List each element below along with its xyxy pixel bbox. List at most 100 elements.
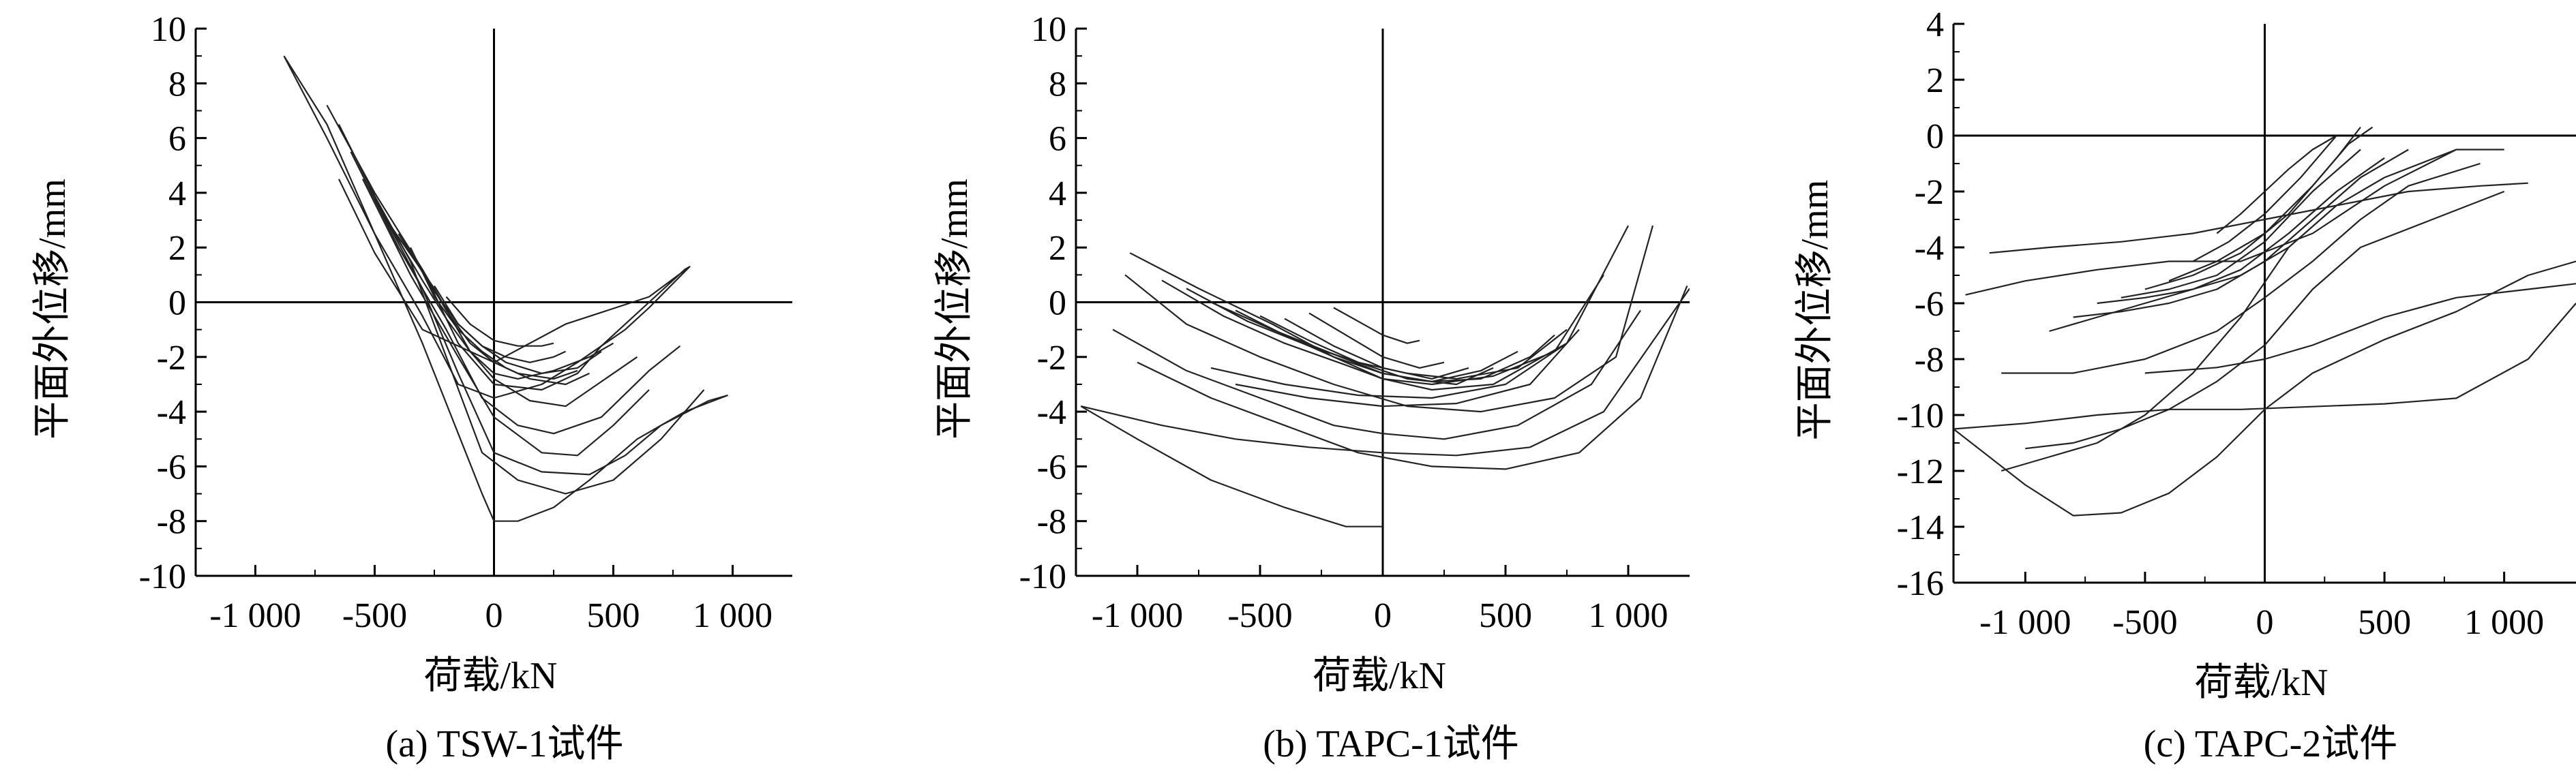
y-tick-label: -6 xyxy=(1037,448,1066,487)
series-line-1 xyxy=(1080,405,1383,527)
series-line-13 xyxy=(1308,312,1445,369)
y-tick-label: 0 xyxy=(1049,284,1066,323)
y-tick-label: -10 xyxy=(139,557,186,596)
y-tick-label: 10 xyxy=(1031,10,1066,49)
series-line-1 xyxy=(283,55,691,399)
chart-panel-2: -10 -8 -6 -4 -2 0 2 4 6 8 10 -1 000 -500 0 500 1 000 荷载/… xyxy=(933,10,1690,765)
series-line-3 xyxy=(1112,309,1641,440)
series-line-10 xyxy=(1235,309,1518,383)
x-tick-label: -1 000 xyxy=(209,596,301,635)
series-line-6 xyxy=(374,198,728,476)
series-group xyxy=(1080,225,1690,527)
figure-caption: (a) TSW-1试件 xyxy=(386,723,624,765)
series-line-8 xyxy=(2097,157,2385,305)
series-group xyxy=(1953,126,2576,517)
series-line-1 xyxy=(1953,260,2576,517)
y-tick-label: 4 xyxy=(1049,174,1066,213)
x-tick-label: 0 xyxy=(2256,603,2274,642)
series-line-7 xyxy=(2073,149,2409,318)
series-line-3 xyxy=(338,124,638,408)
x-tick-label: 1 000 xyxy=(2464,603,2544,642)
x-tick-label: 1 000 xyxy=(693,596,773,635)
series-line-8 xyxy=(283,55,728,522)
y-tick-label: -8 xyxy=(1915,341,1944,380)
x-tick-label: 1 000 xyxy=(1589,596,1668,635)
y-tick-label: -2 xyxy=(157,339,186,378)
y-axis-title: 平面外位移/mm xyxy=(1794,180,1836,441)
series-line-12 xyxy=(1284,318,1469,380)
y-tick-label: -6 xyxy=(157,448,186,487)
x-axis-title: 荷载/kN xyxy=(424,655,558,697)
y-tick-label: -2 xyxy=(1037,339,1066,378)
y-tick-label: -12 xyxy=(1897,452,1944,491)
series-line-4 xyxy=(2001,162,2481,374)
y-tick-label: 2 xyxy=(1926,61,1944,100)
y-tick-label: 2 xyxy=(1049,229,1066,268)
series-line-16 xyxy=(1989,182,2528,254)
series-line-13 xyxy=(2216,135,2337,234)
y-tick-label: 6 xyxy=(1049,120,1066,159)
series-line-3 xyxy=(1965,149,2504,296)
series-line-4 xyxy=(1124,225,1654,413)
y-tick-label: -8 xyxy=(157,503,186,542)
y-tick-label: -10 xyxy=(1019,557,1066,596)
series-line-12 xyxy=(2192,135,2337,262)
x-tick-label: 500 xyxy=(2358,603,2411,642)
series-line-6 xyxy=(1129,225,1629,391)
x-tick-label: -500 xyxy=(2112,603,2177,642)
series-line-9 xyxy=(2121,149,2361,298)
y-tick-label: -6 xyxy=(1915,285,1944,324)
series-line-5 xyxy=(362,179,650,457)
series-line-14 xyxy=(2001,247,2290,472)
y-tick-label: -4 xyxy=(1915,229,1944,268)
y-tick-label: -14 xyxy=(1897,508,1944,547)
y-tick-label: -4 xyxy=(1037,393,1066,432)
series-line-13 xyxy=(434,285,566,363)
series-line-15 xyxy=(2144,283,2576,374)
series-line-7 xyxy=(369,187,705,495)
y-tick-label: 0 xyxy=(1926,117,1944,156)
y-tick-label: -10 xyxy=(1897,397,1944,435)
chart-panel-3: -16 -14 -12 -10 -8 -6 -4 -2 0 2 4 -1 000 -500 0 500 1 0… xyxy=(1794,5,2576,765)
y-tick-label: 6 xyxy=(168,120,186,159)
y-tick-label: 0 xyxy=(168,284,186,323)
series-line-11 xyxy=(410,247,590,386)
series-group xyxy=(283,55,728,522)
series-line-5 xyxy=(1137,285,1688,470)
x-tick-label: 500 xyxy=(587,596,640,635)
series-line-2 xyxy=(326,104,691,391)
series-line-11 xyxy=(2168,126,2373,282)
y-tick-label: 4 xyxy=(1926,5,1944,44)
x-tick-label: -1 000 xyxy=(1979,603,2071,642)
series-line-12 xyxy=(421,268,578,380)
figure-caption: (b) TAPC-1试件 xyxy=(1263,723,1519,765)
series-line-2 xyxy=(1953,303,2576,430)
series-line-16 xyxy=(1210,342,1568,399)
series-line-14 xyxy=(445,296,554,347)
series-line-10 xyxy=(2144,127,2361,290)
figure-caption: (c) TAPC-2试件 xyxy=(2144,723,2397,765)
y-tick-label: -2 xyxy=(1915,173,1944,212)
y-tick-label: -8 xyxy=(1037,503,1066,542)
series-line-14 xyxy=(1333,307,1420,344)
series-line-7 xyxy=(1161,274,1604,386)
y-tick-label: 10 xyxy=(151,10,186,49)
y-tick-label: 4 xyxy=(168,174,186,213)
y-tick-label: 8 xyxy=(1049,65,1066,104)
y-axis-title: 平面外位移/mm xyxy=(31,179,74,440)
x-tick-label: -500 xyxy=(342,596,407,635)
x-tick-label: -500 xyxy=(1227,596,1292,635)
y-tick-label: 2 xyxy=(168,229,186,268)
x-tick-label: 0 xyxy=(485,596,503,635)
x-tick-label: 0 xyxy=(1374,596,1392,635)
chart-panel-1: -10 -8 -6 -4 -2 0 2 4 6 8 10 -1 000 -500 0 500 1 000 荷载/… xyxy=(31,10,792,765)
y-axis-title: 平面外位移/mm xyxy=(933,179,976,440)
series-line-2 xyxy=(1080,288,1690,457)
x-axis-title: 荷载/kN xyxy=(1313,655,1446,697)
series-line-9 xyxy=(386,219,614,380)
x-tick-label: -1 000 xyxy=(1092,596,1183,635)
y-tick-label: 8 xyxy=(168,65,186,104)
series-line-15 xyxy=(1235,328,1580,408)
x-axis-title: 荷载/kN xyxy=(2195,662,2328,704)
